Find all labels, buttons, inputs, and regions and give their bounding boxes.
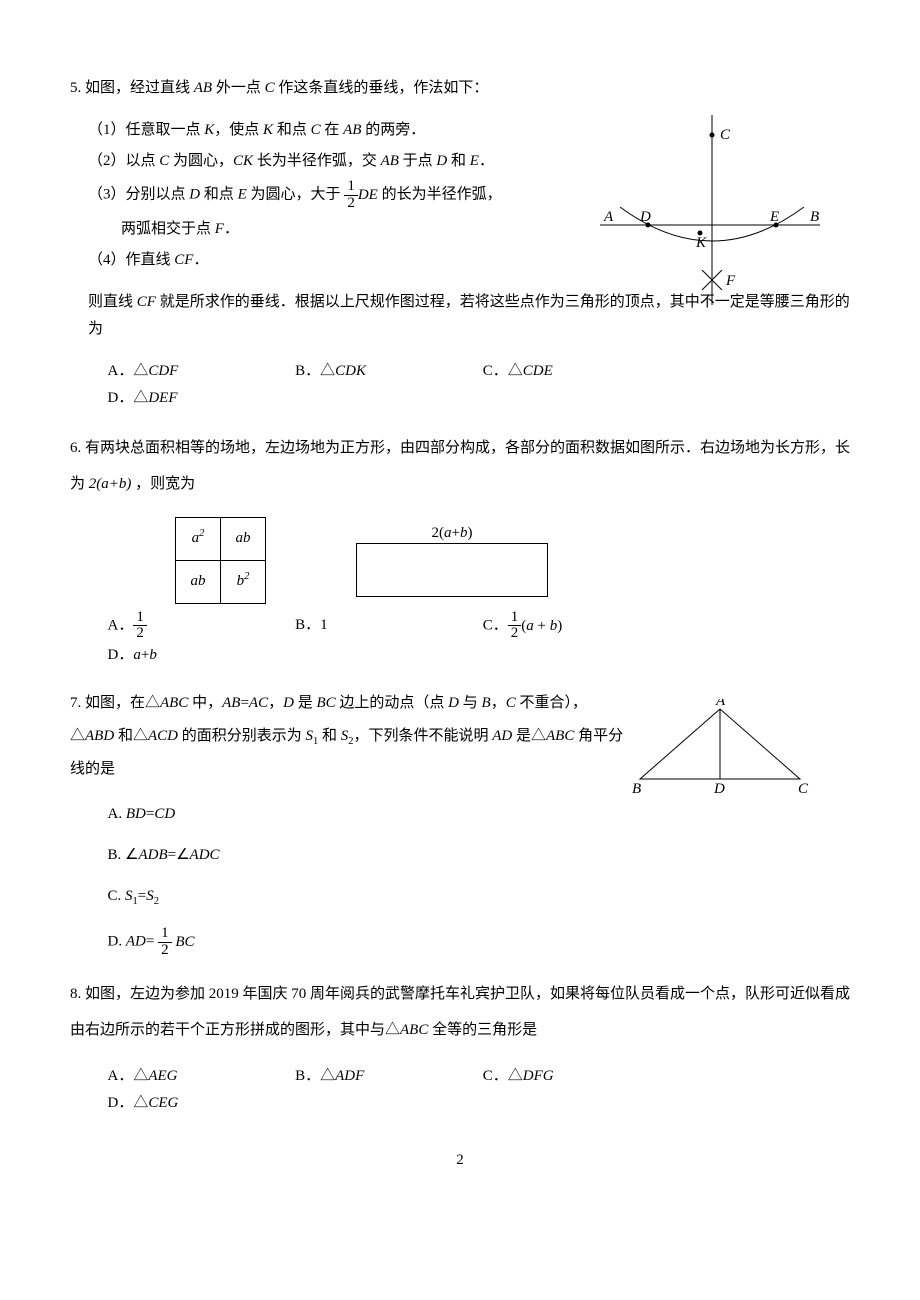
q8-options: A．△AEG B．△ADF C．△DFG D．△CEG xyxy=(70,1063,850,1117)
label-D: D xyxy=(639,209,651,225)
q5-step-4: （4）作直线 CF． xyxy=(88,247,608,274)
q6-rect-label: 2(a+b) xyxy=(357,520,547,547)
q5-step-1: （1）任意取一点 K，使点 K 和点 C 在 AB 的两旁． xyxy=(88,117,608,144)
question-7: A B C D 7. 如图，在△ABC 中，AB=AC，D 是 BC 边上的动点… xyxy=(70,687,850,958)
q7-options: A. BD=CD B. ∠ADB=∠ADC C. S1=S2 D. AD= 12… xyxy=(70,801,850,958)
q5-option-A: A．△CDF xyxy=(108,358,294,385)
label-C: C xyxy=(720,127,731,143)
q5-figure: C A B D E K F xyxy=(600,115,820,305)
q5-option-D: D．△DEF xyxy=(108,385,294,412)
q5-option-B: B．△CDK xyxy=(295,358,481,385)
label-C: C xyxy=(798,781,809,797)
q7-option-C: C. S1=S2 xyxy=(108,883,479,912)
label-D: D xyxy=(713,781,725,797)
q6-rectangle: 2(a+b) xyxy=(356,543,548,597)
q6-stem: 6. 有两块总面积相等的场地，左边场地为正方形，由四部分构成，各部分的面积数据如… xyxy=(70,430,850,502)
label-K: K xyxy=(695,235,707,251)
q6-cell-bl: ab xyxy=(176,560,221,603)
label-E: E xyxy=(769,209,779,225)
q8-stem: 8. 如图，左边为参加 2019 年国庆 70 周年阅兵的武警摩托车礼宾护卫队，… xyxy=(70,976,850,1048)
q7-option-D: D. AD= 12 BC xyxy=(108,926,479,959)
label-A: A xyxy=(715,699,726,709)
q8-option-D: D．△CEG xyxy=(108,1090,294,1117)
label-B: B xyxy=(810,209,819,225)
q7-option-A: A. BD=CD xyxy=(108,801,479,828)
q8-option-B: B．△ADF xyxy=(295,1063,481,1090)
q8-option-C: C．△DFG xyxy=(483,1063,669,1090)
label-B: B xyxy=(632,781,641,797)
q7-option-B: B. ∠ADB=∠ADC xyxy=(108,842,479,869)
q6-cell-tl: a2 xyxy=(176,517,221,560)
q5-option-C: C．△CDE xyxy=(483,358,669,385)
q6-square: a2 ab ab b2 xyxy=(175,517,266,604)
label-A: A xyxy=(603,209,614,225)
q8-option-A: A．△AEG xyxy=(108,1063,294,1090)
q6-option-A: A．12 xyxy=(108,610,294,643)
q5-stem: 5. 如图，经过直线 AB 外一点 C 作这条直线的垂线，作法如下： xyxy=(70,75,850,102)
question-5: C A B D E K F 5. 如图，经过直线 AB 外一点 C 作这条直线的… xyxy=(70,75,850,412)
q6-cell-br: b2 xyxy=(221,560,266,603)
q6-option-C: C．12(a + b) xyxy=(483,610,669,643)
question-6: 6. 有两块总面积相等的场地，左边场地为正方形，由四部分构成，各部分的面积数据如… xyxy=(70,430,850,670)
q5-step-2: （2）以点 C 为圆心，CK 长为半径作弧，交 AB 于点 D 和 E． xyxy=(88,148,608,175)
q6-option-D: D．a+b xyxy=(108,642,294,669)
label-F: F xyxy=(725,273,736,289)
q5-step-3: （3）分别以点 D 和点 E 为圆心，大于 12DE 的长为半径作弧， xyxy=(88,179,608,212)
q5-options: A．△CDF B．△CDK C．△CDE D．△DEF xyxy=(70,358,850,412)
q5-step-3b: 两弧相交于点 F． xyxy=(88,216,608,243)
q7-figure: A B C D xyxy=(630,699,810,799)
q6-cell-tr: ab xyxy=(221,517,266,560)
q6-options: A．12 B．1 C．12(a + b) D．a+b xyxy=(70,610,850,670)
page-number: 2 xyxy=(70,1147,850,1174)
q7-stem: 7. 如图，在△ABC 中，AB=AC，D 是 BC 边上的动点（点 D 与 B… xyxy=(70,687,630,786)
q6-option-B: B．1 xyxy=(295,612,481,639)
question-8: 8. 如图，左边为参加 2019 年国庆 70 周年阅兵的武警摩托车礼宾护卫队，… xyxy=(70,976,850,1117)
q6-figures: a2 ab ab b2 2(a+b) xyxy=(70,517,850,604)
